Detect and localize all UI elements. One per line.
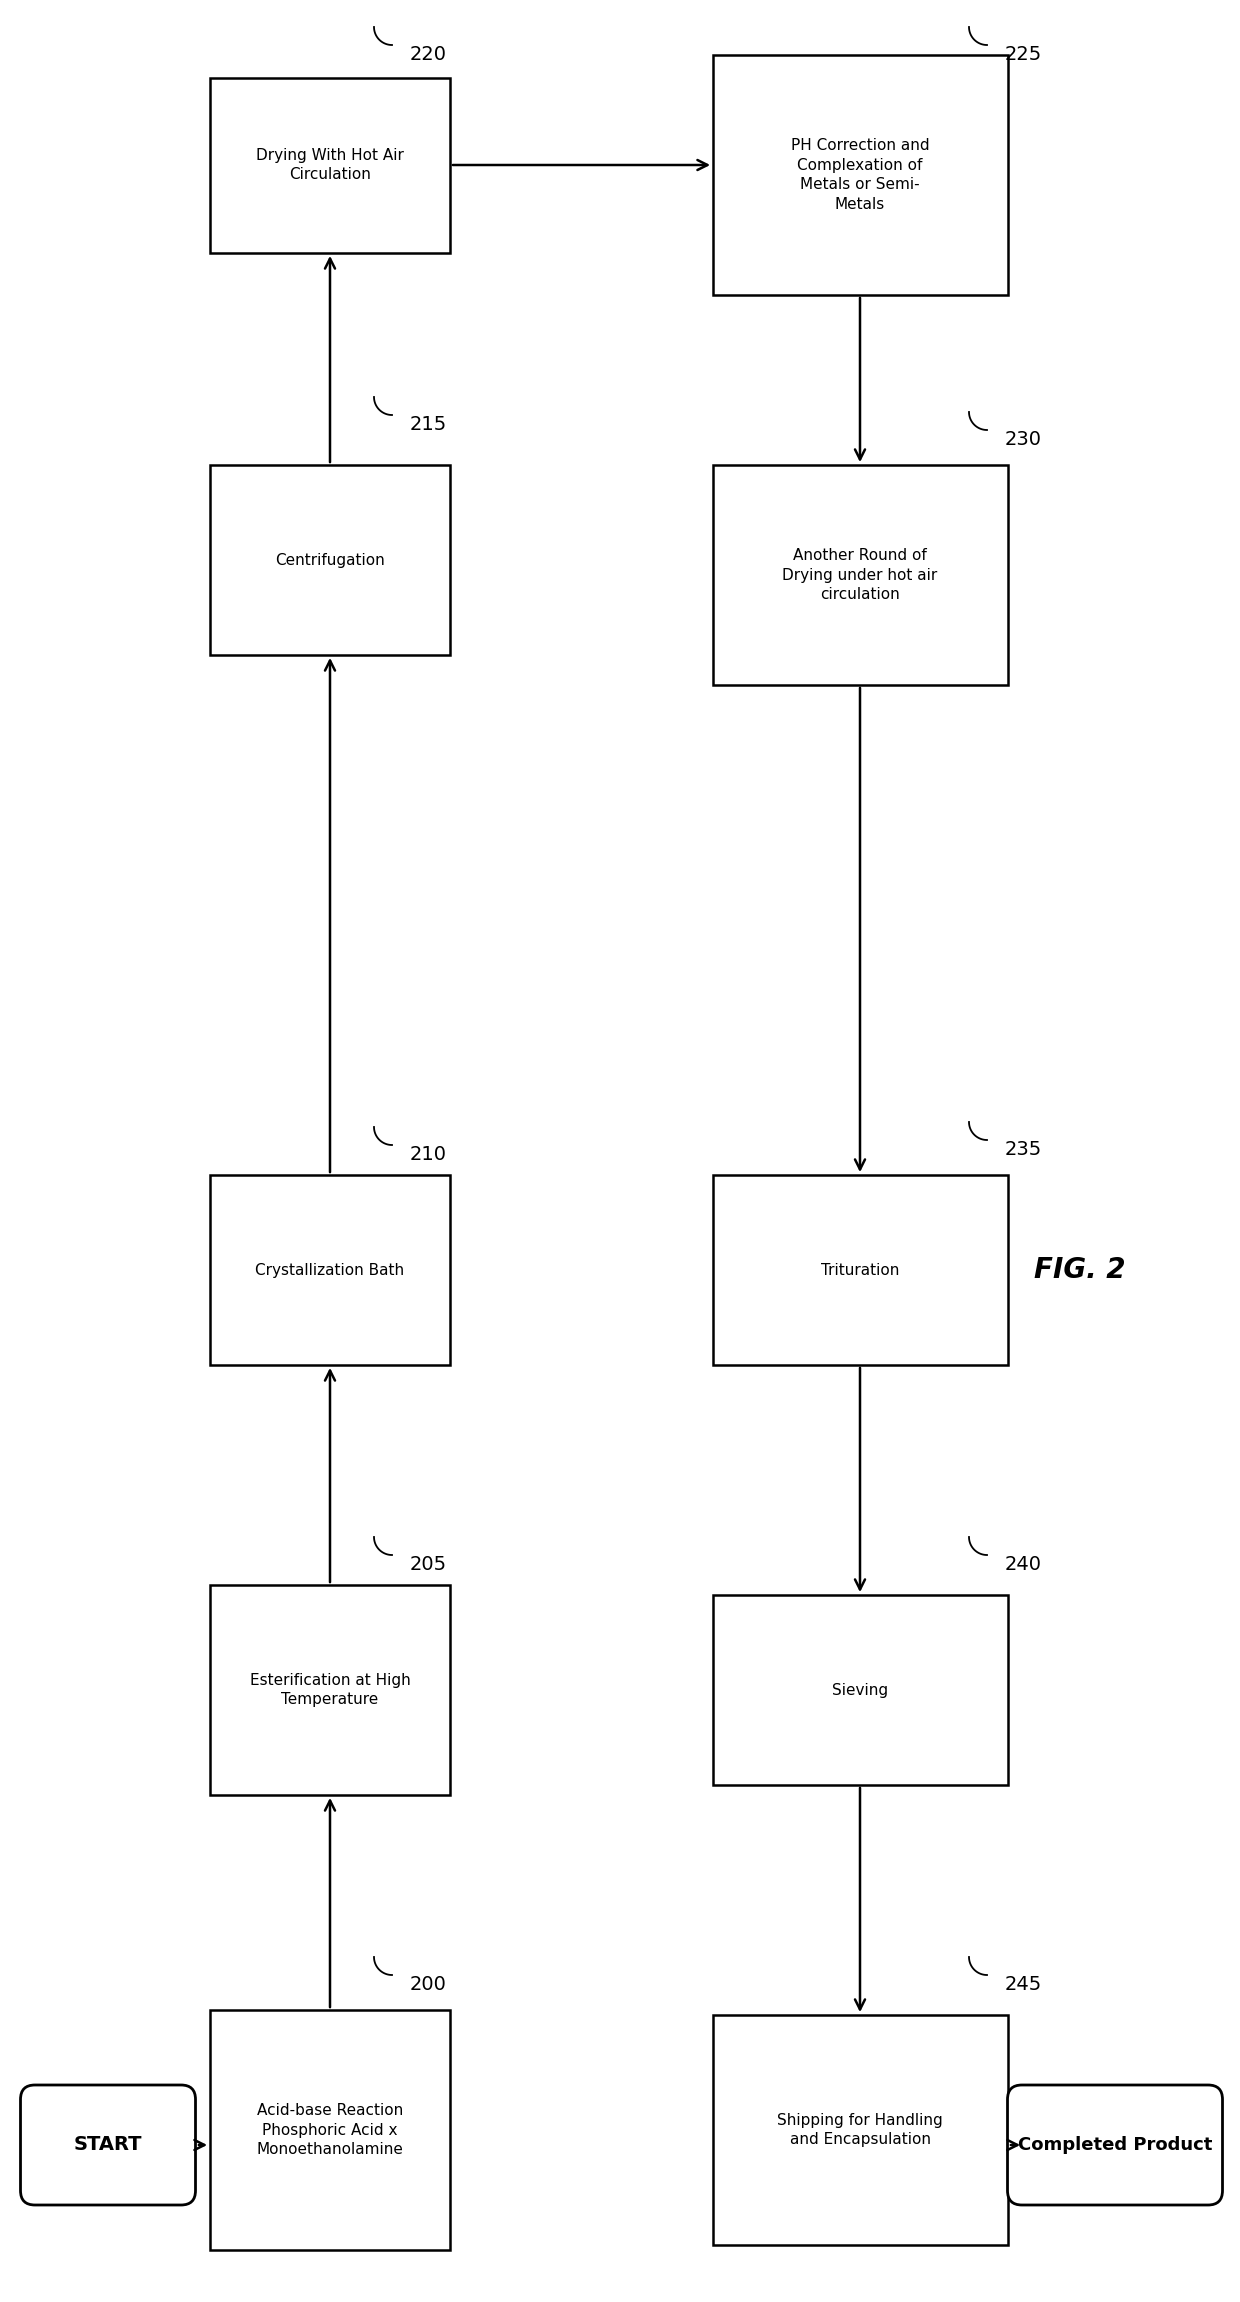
Text: PH Correction and
Complexation of
Metals or Semi-
Metals: PH Correction and Complexation of Metals…	[791, 138, 929, 212]
FancyBboxPatch shape	[713, 1595, 1007, 1784]
FancyBboxPatch shape	[713, 2014, 1007, 2244]
Text: START: START	[73, 2136, 143, 2155]
Text: Crystallization Bath: Crystallization Bath	[255, 1261, 404, 1278]
Text: Sieving: Sieving	[832, 1683, 888, 1697]
Text: Another Round of
Drying under hot air
circulation: Another Round of Drying under hot air ci…	[782, 548, 937, 603]
FancyBboxPatch shape	[713, 465, 1007, 686]
Text: Completed Product: Completed Product	[1018, 2136, 1213, 2155]
Text: Shipping for Handling
and Encapsulation: Shipping for Handling and Encapsulation	[777, 2113, 942, 2148]
FancyBboxPatch shape	[1007, 2086, 1223, 2205]
Text: FIG. 2: FIG. 2	[1034, 1257, 1126, 1285]
FancyBboxPatch shape	[713, 1174, 1007, 1365]
Text: 235: 235	[1004, 1139, 1043, 1158]
Text: Drying With Hot Air
Circulation: Drying With Hot Air Circulation	[257, 147, 404, 182]
Text: 205: 205	[410, 1554, 448, 1575]
Text: Trituration: Trituration	[821, 1261, 899, 1278]
Text: 210: 210	[410, 1144, 446, 1165]
Text: 230: 230	[1004, 430, 1042, 449]
Text: 215: 215	[410, 414, 448, 435]
Text: 240: 240	[1004, 1554, 1042, 1575]
FancyBboxPatch shape	[21, 2086, 196, 2205]
FancyBboxPatch shape	[210, 1174, 450, 1365]
FancyBboxPatch shape	[210, 1586, 450, 1796]
Text: Centrifugation: Centrifugation	[275, 552, 384, 569]
Text: 245: 245	[1004, 1975, 1043, 1994]
Text: Acid-base Reaction
Phosphoric Acid x
Monoethanolamine: Acid-base Reaction Phosphoric Acid x Mon…	[257, 2102, 403, 2157]
Text: 220: 220	[410, 46, 446, 64]
Text: 200: 200	[410, 1975, 446, 1994]
FancyBboxPatch shape	[210, 2010, 450, 2249]
FancyBboxPatch shape	[210, 465, 450, 656]
FancyBboxPatch shape	[713, 55, 1007, 295]
FancyBboxPatch shape	[210, 78, 450, 253]
Text: Esterification at High
Temperature: Esterification at High Temperature	[249, 1674, 410, 1708]
Text: 225: 225	[1004, 46, 1043, 64]
